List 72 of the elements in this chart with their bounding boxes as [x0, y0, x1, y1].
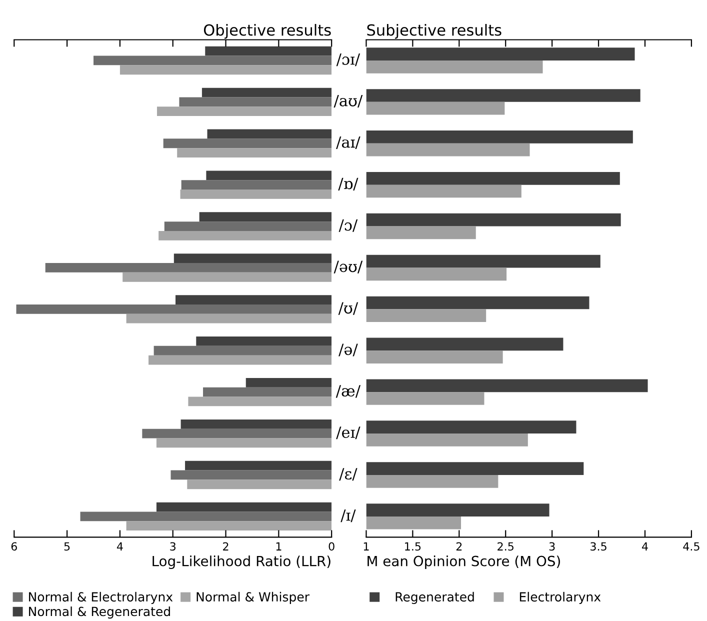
bar: [122, 272, 332, 282]
x-tick-label: 0: [328, 542, 334, 551]
bar: [156, 438, 332, 448]
category-label: /ʊ/: [338, 302, 358, 315]
bar: [174, 254, 332, 264]
category-label: /æ/: [336, 385, 361, 398]
bar: [196, 336, 332, 346]
bar: [156, 502, 332, 512]
category-label: /ɛ/: [339, 468, 358, 481]
bar: [170, 470, 332, 480]
bar: [206, 170, 332, 180]
chart-title: Objective results: [204, 24, 331, 39]
bar: [80, 512, 332, 522]
bar: [180, 419, 332, 429]
bar: [177, 148, 332, 158]
x-tick-label: 1.5: [405, 542, 421, 551]
bar: [126, 521, 332, 531]
bar: [207, 129, 332, 139]
legend-label: Normal & Whisper: [196, 592, 310, 604]
legend-label: Normal & Electrolarynx: [29, 592, 173, 604]
x-tick-label: 3.5: [590, 542, 606, 551]
category-label: /ɔɪ/: [336, 54, 360, 66]
bar: [199, 212, 332, 222]
category-label: /ə/: [338, 344, 358, 356]
bar: [94, 56, 332, 66]
x-tick-label: 6: [11, 542, 17, 551]
category-label: /ɒ/: [338, 178, 358, 190]
bar: [185, 460, 332, 470]
category-label: /əʊ/: [334, 260, 363, 274]
bar: [142, 428, 332, 438]
bar: [205, 46, 332, 56]
bar: [120, 65, 332, 75]
bar: [180, 190, 332, 199]
bar: [45, 263, 332, 272]
category-label: /ɪ/: [340, 510, 356, 522]
bar: [163, 138, 332, 148]
bar: [126, 314, 332, 324]
bar: [181, 180, 332, 190]
bar: [16, 304, 332, 314]
x-tick-label: 1: [276, 542, 282, 550]
x-axis-title: M ean Opinion Score (M OS): [368, 556, 560, 569]
bar: [202, 88, 332, 98]
bar: [179, 97, 332, 107]
bar: [188, 396, 332, 406]
x-tick-label: 2: [456, 542, 462, 550]
x-tick-label: 5: [64, 542, 70, 551]
x-tick-label: 3: [549, 542, 555, 551]
x-tick-label: 1: [364, 542, 369, 550]
category-label: /eɪ/: [336, 426, 360, 440]
category-label: /aʊ/: [334, 95, 363, 108]
bar: [158, 230, 332, 240]
bar: [187, 480, 332, 490]
bar: [176, 295, 332, 304]
legend-label: Electrolarynx: [520, 592, 601, 604]
x-tick-label: 4.5: [683, 542, 700, 551]
x-tick-label: 3: [170, 542, 176, 551]
x-tick-label: 4: [116, 542, 123, 550]
bar: [154, 346, 332, 356]
legend-label: Normal & Regenerated: [29, 606, 170, 619]
bar: [156, 106, 332, 116]
category-label: /ɔ/: [338, 219, 358, 232]
x-tick-label: 4: [642, 542, 648, 550]
bar: [203, 387, 332, 397]
bar: [246, 378, 332, 388]
chart-title: Subjective results: [367, 24, 502, 39]
bar: [148, 355, 332, 365]
bar: [164, 222, 332, 231]
x-axis-title: Log-Likelihood Ratio (LLR): [152, 556, 330, 569]
x-tick-label: 2: [223, 542, 228, 550]
x-tick-label: 2.5: [498, 542, 514, 551]
legend-label: Regenerated: [396, 592, 474, 604]
category-label: /aɪ/: [336, 136, 360, 150]
